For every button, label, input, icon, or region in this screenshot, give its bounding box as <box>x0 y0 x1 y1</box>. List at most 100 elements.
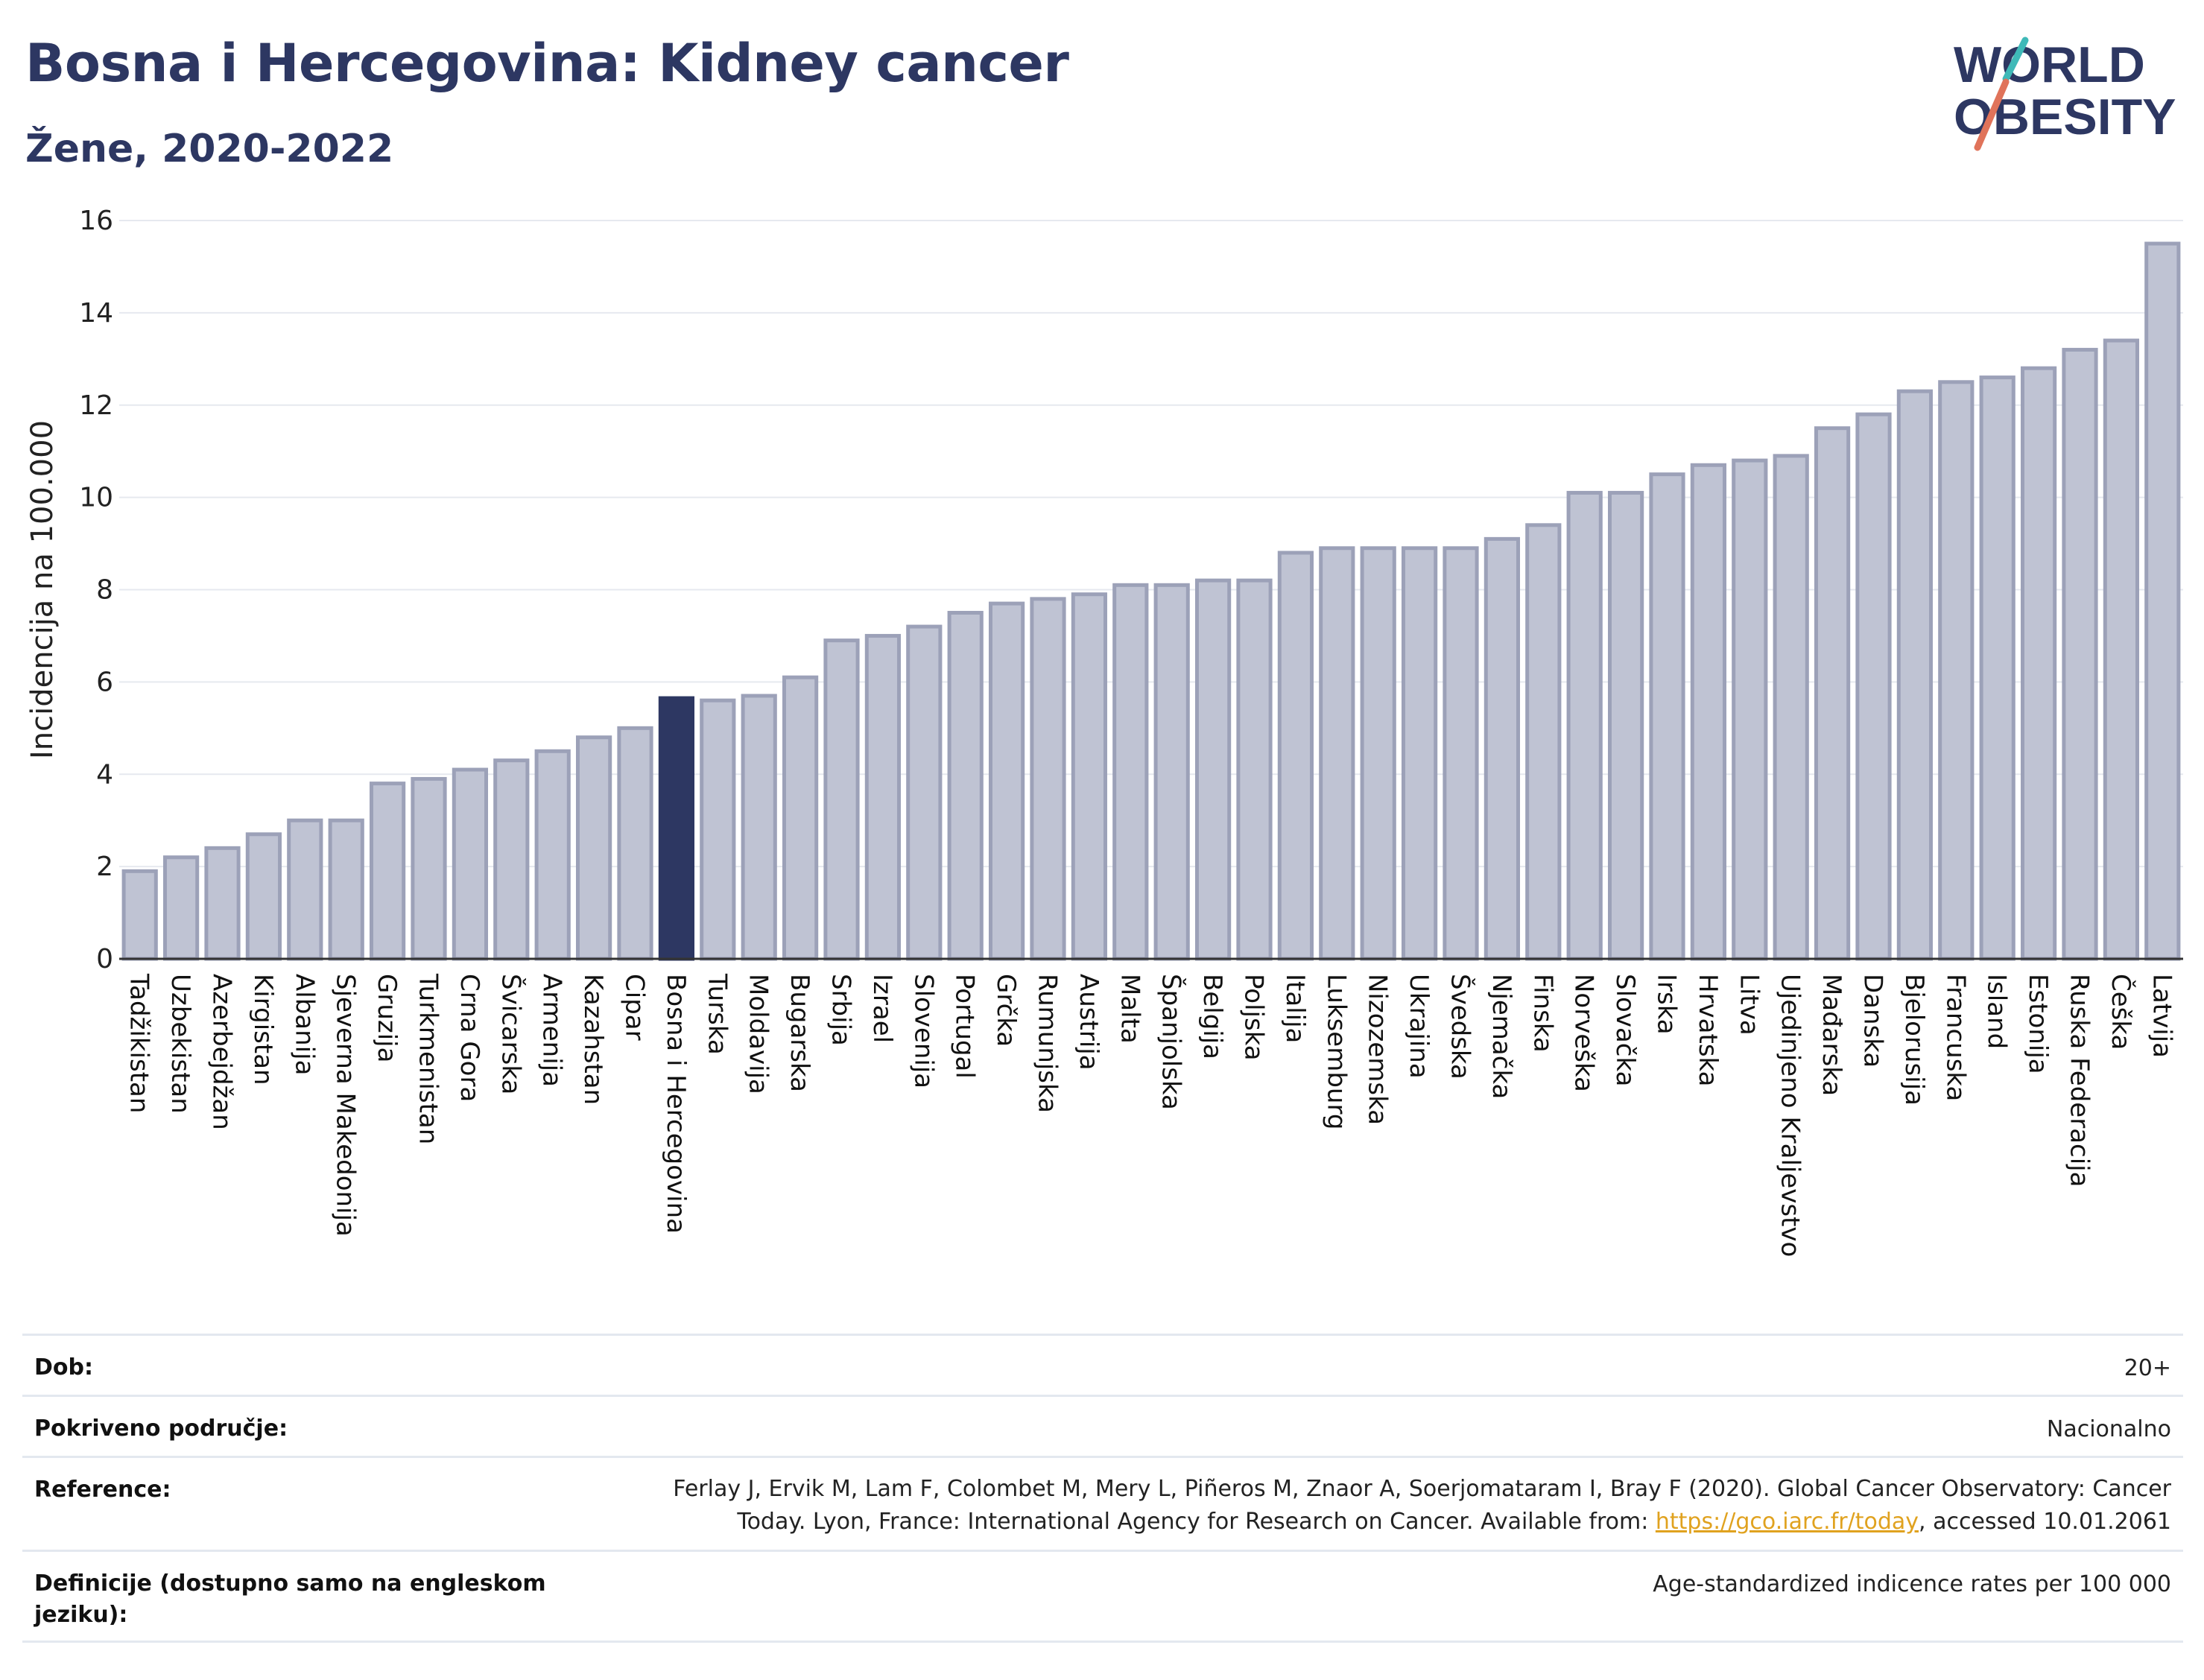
page-title: Bosna i Hercegovina: Kidney cancer <box>25 33 1069 94</box>
bar <box>2062 347 2098 961</box>
bar <box>1607 490 1644 961</box>
x-tick-label: Litva <box>1734 974 1764 1036</box>
info-row-reference: Reference: Ferlay J, Ervik M, Lam F, Col… <box>22 1456 2183 1552</box>
x-tick-label: Danska <box>1858 974 1888 1068</box>
x-tick-label: Gruzija <box>372 974 402 1062</box>
x-tick-label: Španjolska <box>1156 974 1187 1110</box>
bar <box>1401 546 1438 961</box>
bar <box>1236 578 1273 961</box>
x-tick-label: Malta <box>1115 974 1144 1044</box>
bar <box>1566 490 1603 961</box>
reference-accessed: , accessed 10.01.2061 <box>1919 1509 2171 1535</box>
bar <box>1938 380 1975 961</box>
bar <box>1319 546 1355 961</box>
x-tick-label: Češka <box>2106 974 2136 1050</box>
x-tick-label: Armenija <box>537 974 567 1087</box>
x-tick-label: Kazahstan <box>578 974 608 1105</box>
y-tick-label: 0 <box>96 944 113 974</box>
bar <box>1773 454 1809 961</box>
x-tick-label: Rumunjska <box>1033 974 1063 1113</box>
bar <box>947 610 984 961</box>
bar <box>1194 578 1232 961</box>
x-tick-label: Latvija <box>2147 974 2176 1058</box>
bar <box>1483 536 1521 961</box>
bar <box>411 776 447 961</box>
bar <box>741 694 777 961</box>
bar <box>1732 458 1768 961</box>
reference-value: Ferlay J, Ervik M, Lam F, Colombet M, Me… <box>673 1473 2171 1538</box>
bar <box>1153 583 1190 961</box>
logo-slash-teal <box>2002 37 2029 83</box>
bar <box>2020 366 2057 961</box>
info-row-age: Dob: 20+ <box>22 1334 2183 1397</box>
x-tick-label: Estonija <box>2023 974 2053 1074</box>
x-tick-label: Ruska Federacija <box>2065 974 2094 1187</box>
x-tick-label: Grčka <box>991 974 1021 1047</box>
x-tick-label: Tadžikistan <box>124 973 154 1113</box>
reference-link[interactable]: https://gco.iarc.fr/today <box>1655 1509 1919 1535</box>
bar <box>1896 389 1934 961</box>
logo-slash-coral <box>1974 78 2010 151</box>
bar <box>162 855 200 961</box>
y-tick-label: 6 <box>96 667 113 697</box>
x-tick-label: Turkmenistan <box>414 973 443 1144</box>
bar <box>1360 546 1396 961</box>
reference-text: Today. Lyon, France: International Agenc… <box>737 1509 1656 1535</box>
x-tick-label: Island <box>1982 974 2012 1049</box>
bar <box>1690 463 1727 961</box>
x-tick-label: Crna Gora <box>455 974 484 1102</box>
bar <box>1112 583 1149 961</box>
y-tick-label: 12 <box>79 390 113 421</box>
x-tick-label: Irska <box>1652 974 1682 1035</box>
bar <box>988 601 1025 961</box>
bar <box>1071 592 1108 961</box>
world-obesity-logo: WORLD OBESITY <box>1954 37 2176 151</box>
coverage-value: Nacionalno <box>2046 1416 2171 1442</box>
x-tick-label: Mađarska <box>1817 974 1846 1096</box>
y-axis-label: Incidencija na 100.000 <box>25 420 60 759</box>
bar <box>204 846 241 961</box>
bar <box>1277 551 1314 961</box>
bar <box>1855 412 1892 961</box>
x-tick-label: Cipar <box>620 974 650 1041</box>
definitions-label-line-1: Definicije (dostupno samo na engleskom <box>34 1570 546 1597</box>
x-tick-label: Hrvatska <box>1693 974 1723 1086</box>
page-subtitle: Žene, 2020-2022 <box>25 127 394 171</box>
bar <box>617 726 653 961</box>
x-tick-label: Njemačka <box>1486 974 1516 1099</box>
bar <box>369 782 406 961</box>
x-tick-label: Turska <box>702 973 732 1055</box>
y-tick-label: 4 <box>96 759 113 790</box>
x-tick-label: Azerbejdžan <box>207 974 237 1130</box>
bar <box>1979 375 2015 961</box>
x-tick-label: Norveška <box>1569 974 1599 1092</box>
bar <box>121 869 158 961</box>
reference-line-2: Today. Lyon, France: International Agenc… <box>673 1506 2171 1538</box>
coverage-label: Pokriveno područje: <box>34 1416 288 1442</box>
y-tick-label: 8 <box>96 575 113 606</box>
bar <box>700 698 736 961</box>
x-tick-label: Belgija <box>1197 974 1227 1059</box>
x-tick-label: Bjelorusija <box>1899 974 1929 1106</box>
x-tick-label: Bosna i Hercegovina <box>661 974 691 1234</box>
info-row-definitions: Definicije (dostupno samo na engleskom j… <box>22 1550 2183 1643</box>
definitions-value: Age-standardized indicence rates per 100… <box>1653 1571 2171 1597</box>
definitions-label-line-2: jeziku): <box>34 1602 128 1628</box>
x-tick-label: Finska <box>1527 974 1557 1053</box>
x-tick-label: Uzbekistan <box>165 974 195 1114</box>
bar <box>575 735 612 961</box>
x-tick-label: Austrija <box>1074 974 1103 1071</box>
x-tick-label: Srbija <box>826 974 856 1046</box>
x-tick-label: Ukrajina <box>1404 974 1434 1079</box>
x-tick-label: Albanija <box>289 974 319 1075</box>
x-tick-label: Slovenija <box>908 974 938 1088</box>
info-bottom-border <box>22 1641 2183 1643</box>
bar <box>782 675 819 961</box>
bar <box>823 638 860 961</box>
info-row-coverage: Pokriveno područje: Nacionalno <box>22 1395 2183 1458</box>
reference-label: Reference: <box>34 1477 171 1503</box>
bar <box>1814 426 1851 961</box>
bar <box>452 767 489 961</box>
bar <box>2103 338 2140 961</box>
x-tick-label: Švedska <box>1445 974 1476 1080</box>
